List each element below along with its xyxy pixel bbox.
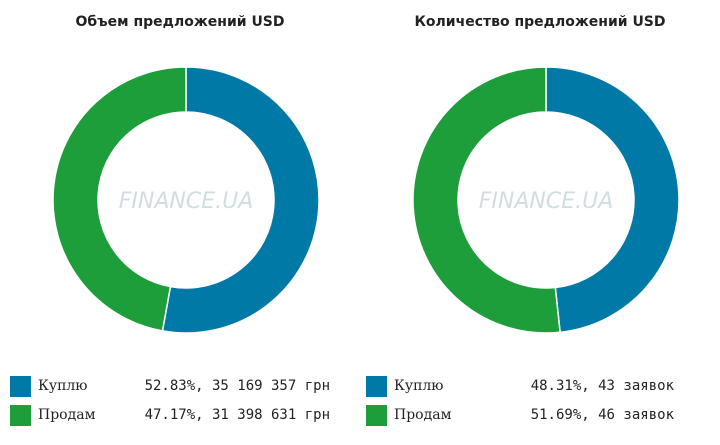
watermark-logo: FINANCE.UA (119, 189, 254, 214)
legend-swatch-sell (10, 405, 31, 426)
donut-slice-buy (545, 66, 680, 334)
donut-slice-sell (412, 66, 561, 334)
legend-value-buy: 52.83%, 35 169 357 грн (144, 378, 330, 394)
legend-value-sell: 51.69%, 46 заявок (530, 407, 674, 423)
donut-chart-count: FINANCE.UA (412, 66, 680, 334)
legend-swatch-buy (366, 376, 387, 397)
legend-label-buy: Куплю (394, 378, 444, 394)
legend-row-count-buy: Куплю 48.31%, 43 заявок (366, 376, 674, 406)
chart-title-volume: Объем предложений USD (75, 14, 285, 30)
donut-chart-volume: FINANCE.UA (52, 66, 320, 334)
legend-row-count-sell: Продам 51.69%, 46 заявок (366, 405, 674, 435)
donut-slice-sell (52, 66, 187, 332)
chart-title-count: Количество предложений USD (414, 14, 666, 30)
legend-value-sell: 47.17%, 31 398 631 грн (144, 407, 330, 423)
legend-label-sell: Продам (38, 407, 96, 423)
legend-swatch-buy (10, 376, 31, 397)
watermark-logo: FINANCE.UA (479, 189, 614, 214)
legend-swatch-sell (366, 405, 387, 426)
legend-value-buy: 48.31%, 43 заявок (530, 378, 674, 394)
legend-row-volume-buy: Куплю 52.83%, 35 169 357 грн (10, 376, 330, 406)
legend-row-volume-sell: Продам 47.17%, 31 398 631 грн (10, 405, 330, 435)
legend-label-sell: Продам (394, 407, 452, 423)
donut-slice-buy (161, 66, 320, 334)
legend-label-buy: Куплю (38, 378, 88, 394)
